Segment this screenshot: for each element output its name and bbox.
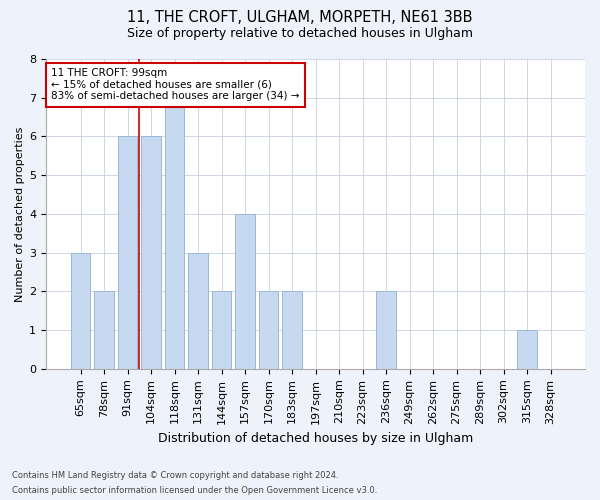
Bar [94,292,114,369]
Text: Contains HM Land Registry data © Crown copyright and database right 2024.: Contains HM Land Registry data © Crown c… [12,471,338,480]
Bar [118,136,137,369]
Bar [282,292,302,369]
Y-axis label: Number of detached properties: Number of detached properties [15,126,25,302]
Bar [188,252,208,369]
X-axis label: Distribution of detached houses by size in Ulgham: Distribution of detached houses by size … [158,432,473,445]
Bar [71,252,91,369]
Bar [212,292,232,369]
Bar [376,292,396,369]
Text: 11, THE CROFT, ULGHAM, MORPETH, NE61 3BB: 11, THE CROFT, ULGHAM, MORPETH, NE61 3BB [127,10,473,25]
Text: 11 THE CROFT: 99sqm
← 15% of detached houses are smaller (6)
83% of semi-detache: 11 THE CROFT: 99sqm ← 15% of detached ho… [52,68,300,102]
Text: Contains public sector information licensed under the Open Government Licence v3: Contains public sector information licen… [12,486,377,495]
Bar [164,98,184,369]
Bar [235,214,255,369]
Bar [259,292,278,369]
Bar [141,136,161,369]
Text: Size of property relative to detached houses in Ulgham: Size of property relative to detached ho… [127,28,473,40]
Bar [517,330,537,369]
